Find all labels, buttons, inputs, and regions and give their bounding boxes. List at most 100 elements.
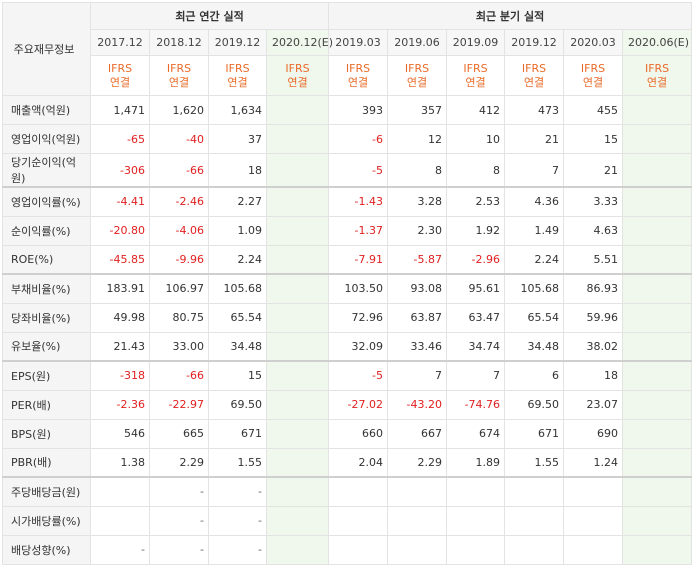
data-cell: 1.55 <box>504 447 565 478</box>
period-header: 2017.12 <box>90 29 150 56</box>
ifrs-badge: IFRS 연결 <box>208 55 267 96</box>
data-cell <box>265 153 330 188</box>
table-row: PBR(배) 1.38 2.29 1.55 2.04 2.29 1.89 1.55 1.24 <box>2 447 693 478</box>
data-cell: 63.87 <box>387 302 448 333</box>
row-header-label: 주요재무정보 <box>2 2 91 96</box>
period-header-row: 2017.12 2018.12 2019.12 2020.12(E) 2019.03 20… <box>3 29 693 56</box>
data-cell: 103.50 <box>328 273 389 304</box>
data-cell: -40 <box>149 124 209 154</box>
annual-section-title: 최근 연간 실적 <box>89 2 330 30</box>
period-header: 2019.09 <box>446 29 506 56</box>
data-cell: 69.50 <box>504 389 565 420</box>
data-cell: 671 <box>208 418 267 449</box>
row-label: 부채비율(%) <box>2 273 91 304</box>
data-cell: -5 <box>328 153 389 188</box>
row-label: 영업이익(억원) <box>2 124 91 154</box>
row-label: 영업이익률(%) <box>2 186 91 217</box>
data-cell: 660 <box>328 418 389 449</box>
data-cell <box>622 186 693 217</box>
consolidated-text: 연결 <box>465 75 486 89</box>
ifrs-text: IFRS <box>345 61 371 75</box>
period-header: 2020.03 <box>563 29 624 56</box>
data-cell: 2.29 <box>387 447 448 478</box>
data-cell: - <box>208 505 267 536</box>
data-cell <box>622 534 693 565</box>
data-cell: 38.02 <box>563 331 624 362</box>
data-cell <box>265 505 330 536</box>
period-header: 2020.12(E) <box>265 29 333 56</box>
data-cell: -318 <box>90 360 150 391</box>
data-cell <box>504 534 565 565</box>
data-cell <box>265 95 330 125</box>
data-cell: 473 <box>504 95 565 125</box>
ifrs-badge: IFRS 연결 <box>387 55 448 96</box>
data-cell: 1,620 <box>149 95 209 125</box>
data-cell: 2.29 <box>149 447 209 478</box>
data-cell: -5.87 <box>387 244 448 275</box>
ifrs-text: IFRS <box>521 61 547 75</box>
table-row: BPS(원) 546 665 671 660 667 674 671 690 <box>2 418 693 449</box>
data-cell: 1.09 <box>208 215 267 246</box>
table-body: 매출액(억원) 1,471 1,620 1,634 393 357 412 473 455 영업이… <box>2 95 693 565</box>
data-cell: -43.20 <box>387 389 448 420</box>
ifrs-badge: IFRS 연결 <box>622 55 693 96</box>
data-cell <box>265 215 330 246</box>
row-label: 유보율(%) <box>2 331 91 362</box>
data-cell: -4.41 <box>90 186 150 217</box>
data-cell: -4.06 <box>149 215 209 246</box>
table-row: 매출액(억원) 1,471 1,620 1,634 393 357 412 473 455 <box>2 95 693 125</box>
data-cell: -45.85 <box>90 244 150 275</box>
ifrs-badge: IFRS 연결 <box>149 55 209 96</box>
data-cell: 33.46 <box>387 331 448 362</box>
data-cell <box>622 302 693 333</box>
data-cell: 37 <box>208 124 267 154</box>
data-cell <box>265 244 330 275</box>
data-cell: 34.74 <box>446 331 506 362</box>
table-row: 유보율(%) 21.43 33.00 34.48 32.09 33.46 34.74 34.4… <box>2 331 693 362</box>
consolidated-text: 연결 <box>406 75 428 89</box>
data-cell: 546 <box>90 418 150 449</box>
data-cell <box>265 447 330 478</box>
data-cell: -66 <box>149 153 209 188</box>
data-cell: 1,471 <box>90 95 150 125</box>
row-label: 배당성향(%) <box>2 534 91 565</box>
data-cell <box>622 124 693 154</box>
data-cell <box>446 534 506 565</box>
table-row: EPS(원) -318 -66 15 -5 7 7 6 18 <box>2 360 693 391</box>
data-cell: 80.75 <box>149 302 209 333</box>
data-cell: 105.68 <box>504 273 565 304</box>
data-cell: 2.27 <box>208 186 267 217</box>
data-cell: 3.28 <box>387 186 448 217</box>
data-cell: -5 <box>328 360 389 391</box>
data-cell: 4.63 <box>563 215 624 246</box>
data-cell: 49.98 <box>90 302 150 333</box>
data-cell: 2.53 <box>446 186 506 217</box>
data-cell: 8 <box>446 153 506 188</box>
ifrs-text: IFRS <box>644 61 670 75</box>
data-cell <box>265 124 330 154</box>
data-cell: 32.09 <box>328 331 389 362</box>
table-row: 시가배당률(%) - - <box>2 505 693 536</box>
ifrs-badge: IFRS 연결 <box>446 55 506 96</box>
table-row: 배당성향(%) - - - <box>2 534 693 565</box>
ifrs-text: IFRS <box>107 61 133 75</box>
ifrs-text: IFRS <box>463 61 488 75</box>
data-cell: -306 <box>90 153 150 188</box>
data-cell: -27.02 <box>328 389 389 420</box>
data-cell: 2.24 <box>208 244 267 275</box>
data-cell <box>504 476 565 507</box>
data-cell <box>446 505 506 536</box>
table-row: 주당배당금(원) - - <box>2 476 693 507</box>
data-cell: 6 <box>504 360 565 391</box>
data-cell: 674 <box>446 418 506 449</box>
period-header: 2018.12 <box>149 29 209 56</box>
data-cell <box>265 331 330 362</box>
table-row: 순이익률(%) -20.80 -4.06 1.09 -1.37 2.30 1.92 1.49 4… <box>2 215 693 246</box>
data-cell: 105.68 <box>208 273 267 304</box>
data-cell <box>265 389 330 420</box>
ifrs-text: IFRS <box>285 61 310 75</box>
data-cell <box>387 534 448 565</box>
data-cell: -74.76 <box>446 389 506 420</box>
data-cell: 4.36 <box>504 186 565 217</box>
